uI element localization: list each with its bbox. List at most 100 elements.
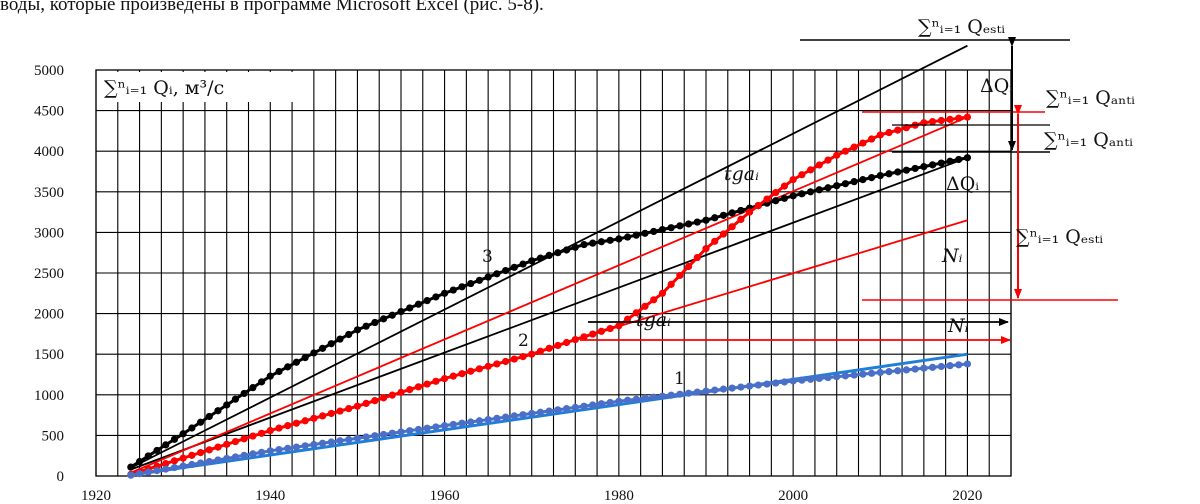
- data-point: [510, 355, 518, 363]
- data-point: [440, 422, 449, 430]
- data-point: [414, 383, 423, 391]
- data-point: [135, 457, 144, 466]
- data-point: [240, 451, 248, 459]
- n-black-label: Nᵢ: [941, 245, 963, 267]
- data-point: [615, 322, 623, 330]
- data-point: [589, 330, 597, 338]
- y-tick-label: 4500: [34, 104, 64, 120]
- data-point: [249, 450, 257, 458]
- data-point: [188, 424, 196, 432]
- annotation-guides: [580, 37, 1118, 344]
- y-tick-label: 4000: [34, 144, 64, 160]
- data-point: [946, 115, 954, 123]
- data-point: [536, 347, 545, 355]
- data-point: [379, 430, 388, 439]
- data-point: [789, 377, 797, 385]
- data-point: [371, 432, 379, 440]
- data-point: [955, 361, 963, 369]
- data-point: [536, 254, 545, 262]
- data-point: [772, 197, 780, 205]
- data-point: [144, 452, 152, 460]
- data-point: [223, 454, 231, 463]
- data-point: [894, 168, 902, 176]
- data-point: [292, 443, 301, 451]
- data-point: [754, 381, 762, 389]
- data-point: [528, 350, 536, 358]
- data-point: [815, 161, 823, 169]
- data-point: [519, 353, 527, 361]
- data-point: [362, 399, 370, 408]
- data-point: [196, 449, 205, 457]
- data-point: [135, 470, 144, 478]
- y-tick-label: 2500: [34, 266, 64, 282]
- data-point: [327, 438, 335, 446]
- data-point: [850, 143, 858, 151]
- data-point: [597, 327, 606, 335]
- data-point: [963, 113, 972, 121]
- data-point: [867, 135, 876, 143]
- data-point: [345, 330, 353, 339]
- data-point: [623, 396, 632, 404]
- data-point: [693, 253, 701, 262]
- data-point: [475, 417, 484, 425]
- data-point: [554, 341, 562, 350]
- data-point: [859, 139, 867, 147]
- data-point: [301, 417, 309, 425]
- data-point: [266, 447, 274, 455]
- data-point: [493, 270, 501, 278]
- data-point: [841, 147, 850, 155]
- sum-ant-2-label: ∑ⁿᵢ₌₁ Qₐₙₜᵢ: [1044, 129, 1133, 151]
- data-point: [911, 365, 919, 373]
- data-point: [571, 335, 579, 344]
- data-point: [458, 283, 466, 291]
- data-point: [667, 280, 675, 288]
- y-axis-ticks: 0 500 1000 1500 2000 2500 3000 3500 4000 4500 5000: [34, 63, 64, 485]
- data-point: [615, 397, 623, 405]
- data-point: [641, 394, 649, 402]
- data-point: [641, 302, 649, 310]
- data-point: [231, 453, 240, 461]
- data-point: [606, 398, 614, 407]
- data-point: [371, 318, 379, 327]
- data-point: [902, 124, 911, 132]
- data-point: [928, 363, 937, 371]
- data-point: [214, 407, 222, 415]
- data-point: [885, 368, 893, 376]
- data-point: [353, 434, 362, 442]
- data-point: [301, 354, 309, 362]
- data-point: [284, 444, 292, 452]
- data-point: [763, 380, 771, 388]
- data-point: [824, 156, 832, 164]
- data-point: [623, 233, 632, 241]
- data-point: [937, 116, 945, 125]
- data-point: [257, 378, 266, 386]
- data-point: [963, 360, 972, 368]
- data-point: [955, 114, 963, 122]
- data-point: [310, 349, 318, 357]
- data-point: [902, 366, 911, 374]
- data-point: [440, 374, 449, 383]
- data-point: [467, 367, 475, 375]
- data-point: [545, 344, 553, 352]
- data-point: [501, 357, 510, 366]
- data-point: [170, 463, 179, 472]
- data-point: [606, 236, 614, 244]
- data-point: [562, 338, 571, 347]
- data-point: [127, 471, 135, 479]
- data-point: [475, 365, 484, 373]
- series-3: [127, 154, 972, 471]
- series-3-label: 3: [482, 247, 493, 267]
- trend-line: [130, 352, 968, 477]
- data-point: [597, 400, 606, 408]
- data-point: [292, 419, 301, 427]
- data-point: [798, 190, 806, 198]
- data-point: [702, 216, 710, 224]
- dq-black-label: ΔQᵢ: [980, 75, 1013, 97]
- data-point: [423, 380, 431, 388]
- data-point: [301, 442, 309, 450]
- data-point: [318, 439, 327, 447]
- data-point: [702, 245, 710, 253]
- data-point: [658, 289, 667, 297]
- data-point: [728, 223, 736, 231]
- data-point: [257, 429, 266, 437]
